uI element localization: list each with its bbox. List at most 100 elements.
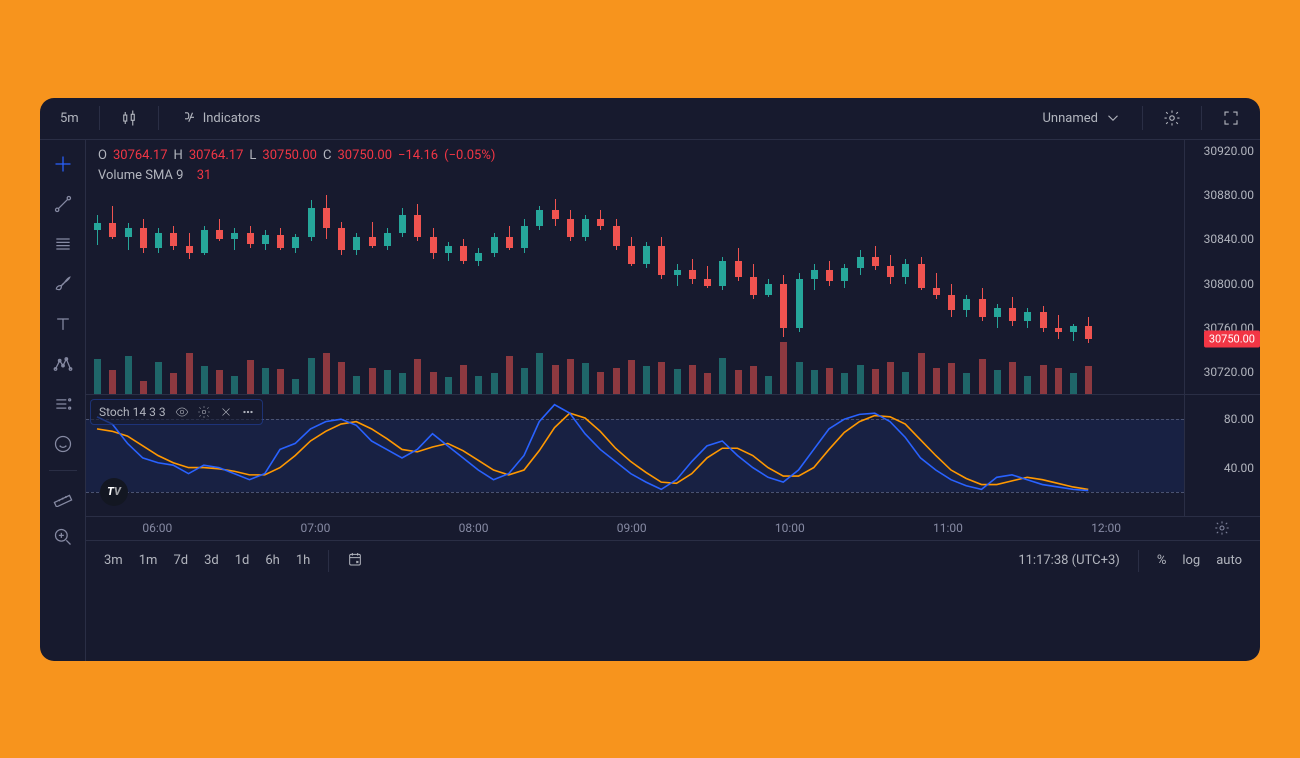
volume-bar (1055, 368, 1062, 394)
volume-bar (1070, 373, 1077, 393)
stoch-plot[interactable]: Stoch 14 3 3 TV (86, 395, 1184, 516)
candle-body (674, 270, 681, 274)
volume-bar (750, 366, 757, 394)
scale-button-log[interactable]: log (1174, 547, 1208, 574)
volume-bar (292, 379, 299, 393)
price-y-axis[interactable]: 30720.0030760.0030800.0030840.0030880.00… (1184, 140, 1260, 394)
l-value: 30750.00 (262, 148, 317, 163)
volume-bar (506, 356, 513, 394)
range-button-3d[interactable]: 3d (196, 547, 227, 574)
candle-body (689, 270, 696, 279)
indicator-remove-button[interactable] (216, 402, 236, 422)
range-button-1m[interactable]: 1m (131, 547, 166, 574)
volume-bar (902, 372, 909, 394)
indicators-label: Indicators (203, 111, 261, 126)
volume-bar (460, 365, 467, 394)
zoom-tool[interactable] (45, 519, 81, 555)
candle-body (262, 235, 269, 244)
candle-body (979, 299, 986, 317)
volume-bar (491, 373, 498, 393)
fullscreen-button[interactable] (1212, 103, 1250, 133)
range-button-3m[interactable]: 3m (96, 547, 131, 574)
scale-button-%[interactable]: % (1149, 547, 1175, 574)
candle-body (918, 264, 925, 288)
trendline-tool[interactable] (45, 186, 81, 222)
indicator-more-button[interactable] (238, 402, 258, 422)
change-value: −14.16 (398, 148, 438, 163)
c-value: 30750.00 (337, 148, 392, 163)
pattern-icon (53, 354, 73, 374)
tradingview-badge[interactable]: TV (100, 478, 128, 506)
volume-bar (247, 360, 254, 394)
candle-body (902, 264, 909, 277)
pattern-tool[interactable] (45, 346, 81, 382)
candle-body (750, 277, 757, 295)
price-plot[interactable]: O30764.17 H30764.17 L30750.00 C30750.00 … (86, 140, 1184, 394)
axis-settings-button[interactable] (1184, 517, 1260, 540)
candle-style-button[interactable] (110, 103, 148, 133)
indicators-button[interactable]: Indicators (169, 103, 271, 133)
candle-body (948, 295, 955, 311)
ruler-tool[interactable] (45, 479, 81, 515)
range-button-7d[interactable]: 7d (165, 547, 196, 574)
volume-bar (323, 353, 330, 393)
emoji-tool[interactable] (45, 426, 81, 462)
candle-body (841, 268, 848, 281)
range-button-1h[interactable]: 1h (288, 547, 318, 574)
volume-bar (475, 376, 482, 393)
candle-body (323, 208, 330, 228)
volume-bar (353, 376, 360, 393)
scale-button-auto[interactable]: auto (1208, 547, 1250, 574)
candle-body (231, 233, 238, 240)
indicator-visibility-button[interactable] (172, 402, 192, 422)
brush-tool[interactable] (45, 266, 81, 302)
volume-bar (399, 373, 406, 393)
forecast-tool[interactable] (45, 386, 81, 422)
volume-bar (979, 359, 986, 394)
text-tool[interactable] (45, 306, 81, 342)
ohlc-readout: O30764.17 H30764.17 L30750.00 C30750.00 … (98, 148, 495, 163)
volume-bar (186, 353, 193, 393)
goto-date-button[interactable] (339, 545, 371, 577)
candle-wick (936, 273, 937, 300)
candle-body (1009, 308, 1016, 321)
candle-body (155, 233, 162, 249)
drawing-toolbar (40, 140, 86, 661)
candle-body (796, 279, 803, 328)
gear-icon (1214, 520, 1230, 536)
forecast-icon (53, 394, 73, 414)
interval-button[interactable]: 5m (50, 105, 89, 132)
fullscreen-icon (1222, 109, 1240, 127)
volume-bar (765, 376, 772, 393)
x-tick-label: 06:00 (142, 521, 172, 535)
volume-bar (857, 365, 864, 394)
range-button-1d[interactable]: 1d (227, 547, 258, 574)
candle-body (109, 223, 116, 237)
candle-body (384, 233, 391, 246)
cursor-tool[interactable] (45, 146, 81, 182)
layout-name-button[interactable]: Unnamed (1033, 103, 1133, 133)
candle-body (414, 215, 421, 237)
candle-body (430, 237, 437, 253)
h-label: H (174, 148, 183, 163)
range-button-6h[interactable]: 6h (257, 547, 287, 574)
settings-button[interactable] (1153, 103, 1191, 133)
o-value: 30764.17 (113, 148, 168, 163)
separator (99, 106, 100, 130)
gear-icon (1163, 109, 1181, 127)
volume-bar (1040, 365, 1047, 394)
fib-tool[interactable] (45, 226, 81, 262)
candle-wick (677, 264, 678, 286)
bottom-bar: 3m1m7d3d1d6h1h 11:17:38 (UTC+3) %logauto (86, 541, 1260, 581)
time-axis[interactable]: 06:0007:0008:0009:0010:0011:0012:00 (86, 517, 1260, 541)
candle-body (247, 233, 254, 244)
candle-body (216, 230, 223, 239)
volume-bar (826, 368, 833, 394)
x-tick-label: 07:00 (301, 521, 331, 535)
stoch-y-axis[interactable]: 40.0080.00 (1184, 395, 1260, 516)
volume-bar (155, 362, 162, 394)
indicator-settings-button[interactable] (194, 402, 214, 422)
candle-body (582, 219, 589, 237)
volume-bar (628, 360, 635, 394)
chevron-down-icon (1104, 109, 1122, 127)
